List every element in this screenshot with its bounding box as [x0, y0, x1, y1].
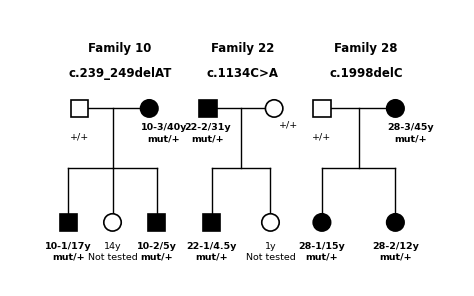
Bar — [200, 100, 217, 117]
Ellipse shape — [262, 214, 279, 231]
Bar — [148, 214, 165, 231]
Ellipse shape — [387, 214, 404, 231]
Bar — [313, 100, 330, 117]
Ellipse shape — [387, 100, 404, 117]
Text: 22-2/31y
mut/+: 22-2/31y mut/+ — [185, 123, 231, 143]
Text: 28-2/12y
mut/+: 28-2/12y mut/+ — [372, 242, 419, 262]
Text: 1y
Not tested: 1y Not tested — [246, 242, 295, 262]
Text: 10-2/5y
mut/+: 10-2/5y mut/+ — [137, 242, 176, 262]
Text: +/+: +/+ — [312, 132, 331, 141]
Text: 28-1/15y
mut/+: 28-1/15y mut/+ — [299, 242, 345, 262]
Text: c.1998delC: c.1998delC — [329, 67, 403, 81]
Text: Family 28: Family 28 — [334, 42, 398, 55]
Ellipse shape — [140, 100, 158, 117]
Ellipse shape — [265, 100, 283, 117]
Bar — [71, 100, 88, 117]
Text: +/+: +/+ — [279, 121, 299, 130]
Text: 28-3/45y
mut/+: 28-3/45y mut/+ — [387, 123, 433, 143]
Text: 10-3/40y
mut/+: 10-3/40y mut/+ — [141, 123, 187, 143]
Text: Family 10: Family 10 — [88, 42, 152, 55]
Text: Family 22: Family 22 — [211, 42, 274, 55]
Text: 22-1/4.5y
mut/+: 22-1/4.5y mut/+ — [186, 242, 237, 262]
Text: c.1134C>A: c.1134C>A — [207, 67, 279, 81]
Text: 14y
Not tested: 14y Not tested — [88, 242, 137, 262]
Text: 10-1/17y
mut/+: 10-1/17y mut/+ — [45, 242, 92, 262]
Ellipse shape — [313, 214, 331, 231]
Text: c.239_249delAT: c.239_249delAT — [68, 67, 172, 81]
Bar — [60, 214, 77, 231]
Bar — [203, 214, 220, 231]
Ellipse shape — [104, 214, 121, 231]
Text: +/+: +/+ — [70, 132, 89, 141]
